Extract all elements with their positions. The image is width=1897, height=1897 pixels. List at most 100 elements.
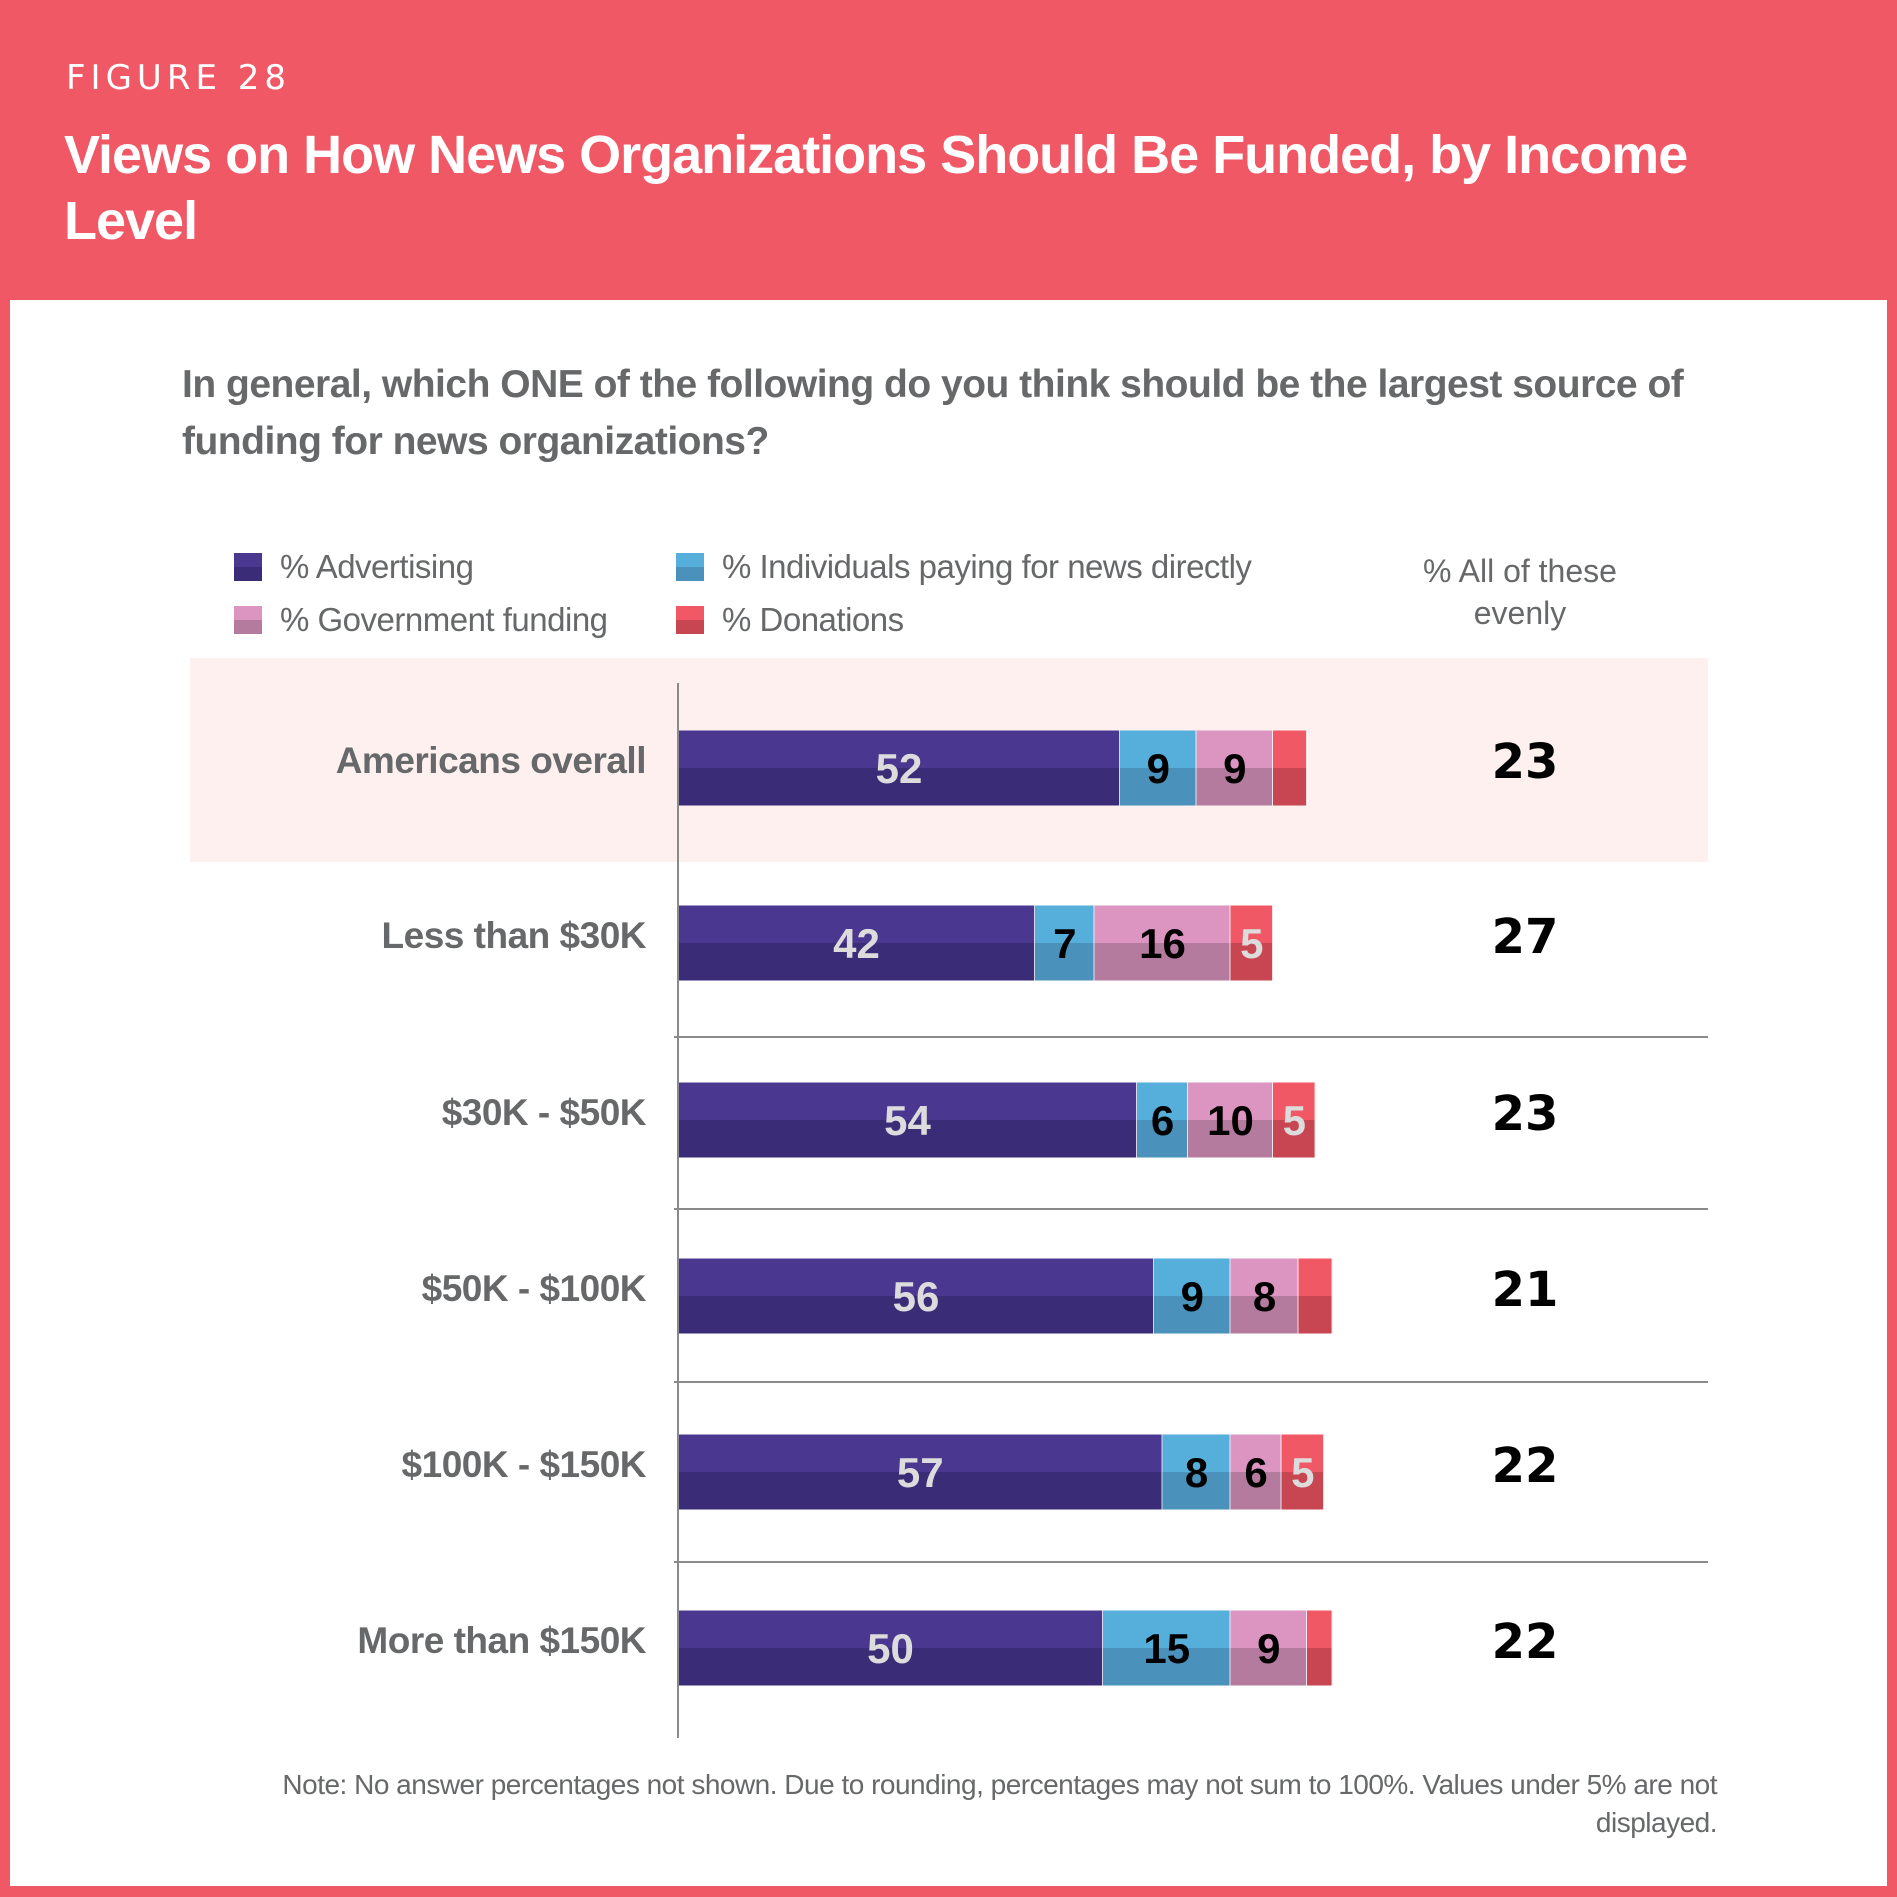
segment-divider [1314, 1082, 1317, 1158]
bar-segment-individuals: 9 [1154, 1258, 1232, 1334]
all-evenly-value: 27 [1491, 909, 1559, 965]
bar-segment-bottom [1035, 943, 1095, 981]
bar-segment-top [1120, 730, 1197, 769]
bar-segment-individuals: 8 [1162, 1434, 1232, 1510]
legend-swatch-advertising [234, 553, 262, 581]
bar-segment-bottom [1273, 768, 1307, 806]
segment-divider [1331, 1610, 1334, 1686]
bar-segment-top [1230, 1434, 1282, 1473]
segment-divider [1306, 730, 1308, 806]
bar-value-label: 42 [833, 920, 880, 967]
bar-segment-top [678, 1082, 1137, 1121]
bar-segment-individuals: 15 [1103, 1610, 1232, 1686]
bar-segment-bottom [1188, 1120, 1273, 1158]
bar-segment-government: 10 [1188, 1082, 1274, 1158]
category-label: $50K - $100K [421, 1268, 647, 1309]
legend-item-individuals: % Individuals paying for news directly [676, 548, 1252, 586]
bar-value-label: 57 [897, 1449, 944, 1496]
segment-divider [1331, 1258, 1334, 1334]
bar-segment-donations [1298, 1258, 1334, 1334]
bar-segment-top [678, 1434, 1163, 1473]
bar-segment-government: 8 [1230, 1258, 1300, 1334]
segment-divider [1323, 1434, 1325, 1510]
bar-value-label: 9 [1257, 1625, 1280, 1672]
figure-header: FIGURE 28 Views on How News Organization… [0, 0, 1897, 300]
bar-segment-bottom [1273, 1120, 1316, 1158]
bar-segment-donations [1307, 1610, 1334, 1686]
bar-segment-top [1298, 1258, 1333, 1297]
bar-segment-advertising: 57 [678, 1434, 1164, 1510]
bar-segment-individuals: 9 [1120, 730, 1198, 806]
bar-segment-government: 16 [1094, 905, 1232, 981]
bar-segment-top [1154, 1258, 1231, 1297]
legend-item-advertising: % Advertising [234, 548, 474, 586]
bar-segment-bottom [678, 1472, 1163, 1510]
bar-segment-bottom [1196, 768, 1273, 806]
bar-segment-top [678, 730, 1120, 769]
bar-value-label: 9 [1181, 1273, 1204, 1320]
bar-segment-bottom [1120, 768, 1197, 806]
bar-value-label: 8 [1185, 1449, 1208, 1496]
bar-segment-bottom [678, 768, 1120, 806]
bar-segment-top [678, 905, 1035, 944]
all-evenly-value: 22 [1491, 1614, 1559, 1670]
bar-segment-bottom [1230, 1296, 1299, 1334]
bar-segment-bottom [1137, 1120, 1188, 1158]
bar-segment-top [1103, 1610, 1231, 1649]
bar-segment-top [1230, 905, 1273, 944]
bar-segment-top [1273, 730, 1307, 769]
bar-segment-advertising: 54 [678, 1082, 1138, 1158]
bar-segment-bottom [1230, 943, 1273, 981]
legend-swatch-government [234, 606, 262, 634]
all-evenly-column-header: % All of these evenly [1423, 553, 1617, 631]
bar-value-label: 7 [1053, 920, 1076, 967]
bar-segment-bottom [678, 1120, 1137, 1158]
bar-segment-top [678, 1610, 1103, 1649]
bar-segment-advertising: 56 [678, 1258, 1155, 1334]
bar-value-label: 50 [867, 1625, 914, 1672]
bar-value-label: 9 [1147, 745, 1170, 792]
bar-value-label: 9 [1223, 745, 1246, 792]
all-evenly-value: 22 [1491, 1438, 1559, 1494]
all-evenly-value: 21 [1491, 1262, 1559, 1318]
bar-segment-top [1230, 1258, 1299, 1297]
bar-value-label: 5 [1240, 920, 1263, 967]
bar-value-label: 52 [876, 745, 923, 792]
bar-segment-bottom [1154, 1296, 1231, 1334]
legend-label: % Advertising [280, 548, 474, 585]
footnote: Note: No answer percentages not shown. D… [282, 1769, 1717, 1838]
bar-segment-bottom [1094, 943, 1231, 981]
bar-value-label: 15 [1143, 1625, 1190, 1672]
category-label: Americans overall [335, 740, 647, 781]
bar-value-label: 54 [884, 1097, 931, 1144]
bar-segment-donations: 5 [1273, 1082, 1317, 1158]
bar-segment-top [1137, 1082, 1188, 1121]
legend-label: % Individuals paying for news directly [722, 548, 1252, 585]
survey-question: In general, which ONE of the following d… [182, 363, 1684, 463]
bar-segment-bottom [1230, 1472, 1282, 1510]
bar-segment-donations: 5 [1281, 1434, 1325, 1510]
bar-segment-advertising: 52 [678, 730, 1121, 806]
bar-segment-top [1273, 1082, 1316, 1121]
all-evenly-value: 23 [1491, 1086, 1559, 1142]
legend-label: % Government funding [280, 601, 608, 638]
bar-value-label: 16 [1139, 920, 1186, 967]
bar-value-label: 5 [1291, 1449, 1314, 1496]
bar-segment-top [1196, 730, 1273, 769]
bar-segment-bottom [1230, 1648, 1307, 1686]
bar-segment-donations [1273, 730, 1308, 806]
bar-segment-government: 6 [1230, 1434, 1283, 1510]
category-label: $30K - $50K [441, 1092, 647, 1133]
bar-segment-individuals: 6 [1137, 1082, 1189, 1158]
legend-swatch-donations [676, 606, 704, 634]
bar-segment-top [1307, 1610, 1333, 1649]
bar-segment-top [1094, 905, 1231, 944]
all-evenly-value: 23 [1491, 734, 1559, 790]
bar-segment-top [1162, 1434, 1231, 1473]
bar-segment-top [1035, 905, 1095, 944]
bar-segment-bottom [1162, 1472, 1231, 1510]
figure-title: Views on How News Organizations Should B… [64, 125, 1688, 251]
bar-segment-advertising: 42 [678, 905, 1036, 981]
bar-segment-bottom [1281, 1472, 1324, 1510]
